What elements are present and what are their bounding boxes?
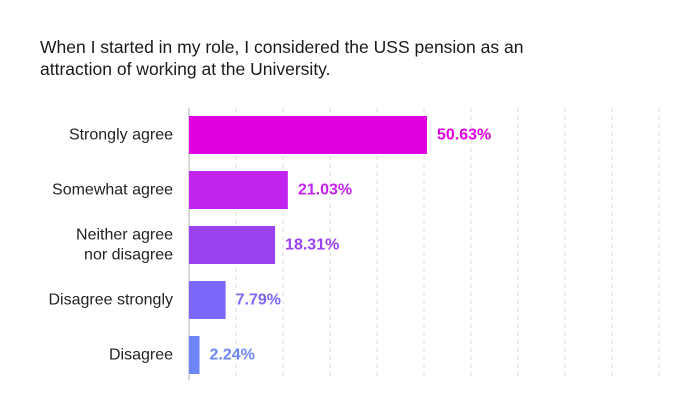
category-label: Disagree <box>109 347 173 364</box>
bar <box>189 226 276 264</box>
chart-title: When I started in my role, I considered … <box>40 36 600 80</box>
data-label: 7.79% <box>236 292 281 309</box>
data-label: 50.63% <box>437 127 491 144</box>
bar <box>189 281 226 319</box>
bar <box>189 171 288 209</box>
category-label: Somewhat agree <box>52 182 173 199</box>
category-label: Neither agree <box>76 227 173 244</box>
category-label: Strongly agree <box>69 127 173 144</box>
bar <box>189 116 427 154</box>
data-label: 2.24% <box>210 347 255 364</box>
data-label: 18.31% <box>285 237 339 254</box>
data-label: 21.03% <box>298 182 352 199</box>
chart-title-line-2: attraction of working at the University. <box>40 59 331 79</box>
bar <box>189 336 200 374</box>
category-label: nor disagree <box>84 247 173 264</box>
chart-title-line-1: When I started in my role, I considered … <box>40 37 524 57</box>
category-label: Disagree strongly <box>49 292 174 309</box>
